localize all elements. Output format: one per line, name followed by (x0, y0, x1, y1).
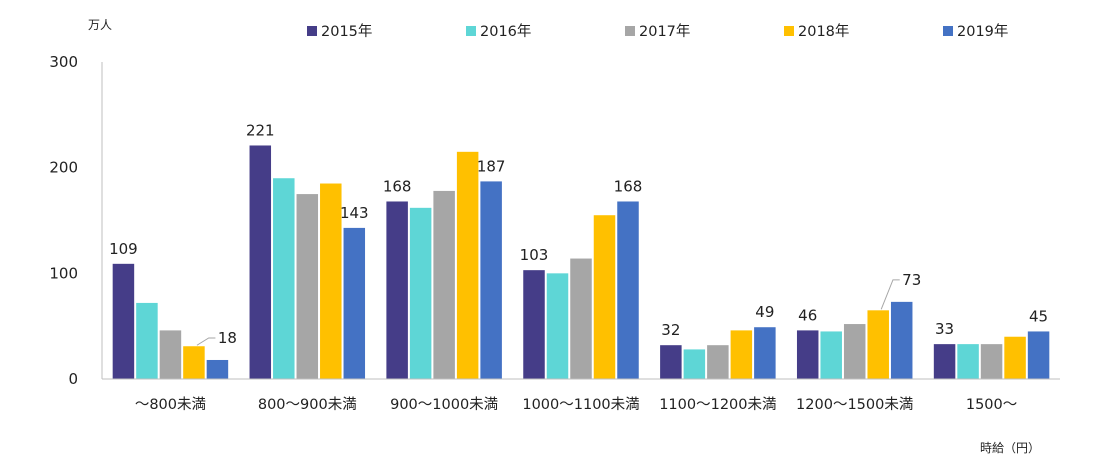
bar (933, 344, 956, 379)
bar (843, 324, 866, 379)
bar (730, 330, 753, 379)
legend-swatch (625, 26, 635, 36)
data-label: 187 (477, 157, 506, 175)
x-tick-label: 1100～1200未満 (659, 396, 776, 413)
bar (456, 151, 479, 379)
bar (957, 344, 979, 379)
legend-swatch (307, 26, 317, 36)
bar (867, 310, 889, 379)
y-axis: 0 100 200 300 (49, 53, 103, 388)
bar (183, 346, 205, 379)
y-tick-label: 0 (68, 370, 78, 388)
legend-label: 2016年 (480, 23, 531, 40)
bar (617, 201, 639, 379)
bar (409, 207, 432, 379)
x-tick-label: 1200～1500未満 (796, 396, 913, 413)
data-label: 32 (661, 321, 680, 339)
bar (546, 273, 569, 379)
data-label: 168 (383, 177, 412, 195)
bar (249, 145, 272, 379)
data-label: 18 (218, 329, 237, 347)
bar (754, 327, 776, 379)
data-label: 46 (798, 306, 817, 324)
x-tick-label: 1500～ (966, 397, 1017, 413)
bar (570, 258, 592, 379)
data-label: 33 (935, 320, 954, 338)
bar (433, 190, 455, 379)
data-labels: 109 18 221 143 168 187 103 168 32 49 46 73 33 45 (109, 121, 1048, 347)
x-tick-label: 900～1000未満 (390, 396, 498, 413)
data-label: 73 (902, 271, 921, 289)
bar (890, 301, 913, 379)
legend: 2015年 2016年 2017年 2018年 2019年 (307, 23, 1008, 40)
bar (820, 331, 842, 379)
x-tick-label: ～800未満 (135, 396, 206, 413)
bar (112, 263, 135, 379)
legend-label: 2018年 (798, 23, 849, 40)
bar (480, 181, 502, 379)
x-tick-label: 800～900未満 (258, 396, 357, 413)
bar (343, 227, 366, 379)
bar (796, 330, 819, 379)
x-axis-unit-label: 時給（円） (980, 441, 1040, 455)
legend-swatch (466, 26, 476, 36)
bar (386, 201, 408, 379)
data-label: 49 (755, 303, 774, 321)
legend-label: 2015年 (321, 23, 372, 40)
legend-label: 2017年 (639, 23, 690, 40)
bar (523, 270, 545, 379)
data-label-leader-line (880, 279, 900, 310)
bar (1027, 331, 1050, 379)
bar (683, 349, 706, 379)
y-tick-label: 300 (49, 53, 78, 71)
bar (273, 178, 295, 379)
bar (159, 330, 182, 379)
bar (136, 302, 158, 379)
x-tick-label: 1000～1100未満 (522, 396, 639, 413)
legend-label: 2019年 (957, 23, 1008, 40)
bar (980, 344, 1003, 379)
legend-swatch (784, 26, 794, 36)
data-label: 168 (614, 177, 643, 195)
bar (593, 215, 616, 379)
y-tick-label: 100 (49, 264, 78, 282)
bar (707, 345, 729, 379)
bar (296, 194, 319, 379)
x-axis: ～800未満 800～900未満 900～1000未満 1000～1100未満 1100… (102, 378, 1060, 413)
bar (206, 359, 229, 379)
bars (112, 145, 1050, 379)
y-axis-unit-label: 万人 (88, 18, 112, 32)
bar (1004, 336, 1026, 379)
data-label: 103 (520, 246, 549, 264)
data-label: 143 (340, 204, 369, 222)
y-tick-label: 200 (49, 159, 78, 177)
bar (320, 183, 342, 379)
legend-swatch (943, 26, 953, 36)
data-label: 45 (1029, 307, 1048, 325)
bar (660, 345, 682, 379)
data-label: 109 (109, 240, 138, 258)
data-label-leader-line (196, 337, 216, 346)
data-label: 221 (246, 121, 275, 139)
